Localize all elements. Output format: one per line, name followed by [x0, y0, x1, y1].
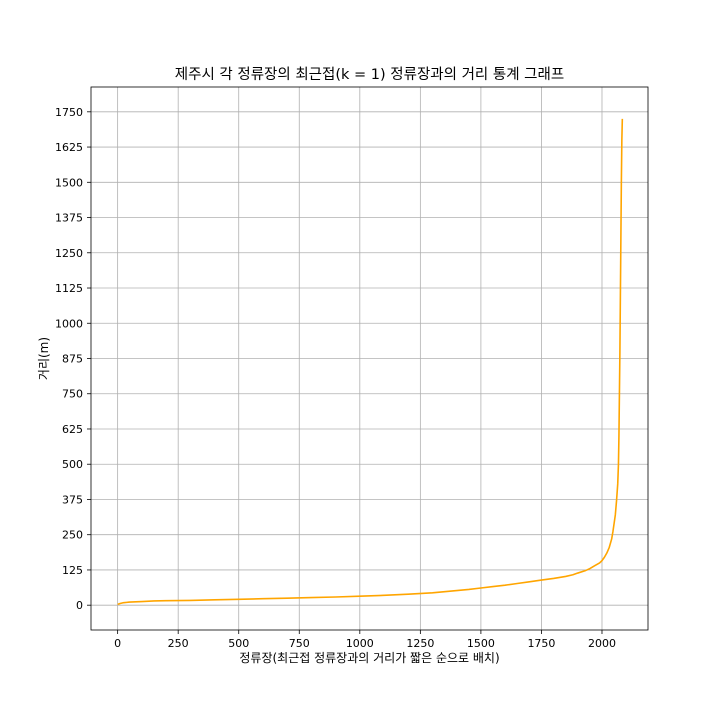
y-tick-label: 0: [76, 599, 83, 612]
y-tick-label: 250: [62, 529, 83, 542]
x-tick-label: 1000: [346, 637, 374, 650]
y-tick-label: 1375: [55, 212, 83, 225]
y-tick-label: 1125: [55, 282, 83, 295]
y-tick-label: 750: [62, 388, 83, 401]
x-tick-label: 1500: [467, 637, 495, 650]
y-tick-label: 1000: [55, 317, 83, 330]
y-tick-label: 375: [62, 493, 83, 506]
y-tick-label: 500: [62, 458, 83, 471]
y-tick-label: 1500: [55, 176, 83, 189]
y-tick-label: 1250: [55, 247, 83, 260]
x-tick-label: 250: [168, 637, 189, 650]
x-tick-label: 1250: [406, 637, 434, 650]
series-line: [117, 118, 624, 606]
y-tick-label: 875: [62, 353, 83, 366]
x-tick-label: 750: [289, 637, 310, 650]
x-tick-label: 500: [228, 637, 249, 650]
x-tick-label: 2000: [588, 637, 616, 650]
y-tick-label: 1625: [55, 141, 83, 154]
x-tick-label: 0: [114, 637, 121, 650]
x-axis-label: 정류장(최근접 정류장과의 거리가 짧은 순으로 배치): [239, 651, 499, 665]
y-tick-label: 1750: [55, 106, 83, 119]
chart-title: 제주시 각 정류장의 최근접(k = 1) 정류장과의 거리 통계 그래프: [175, 66, 564, 83]
y-axis-label: 거리(m): [37, 337, 51, 380]
y-tick-label: 625: [62, 423, 83, 436]
y-tick-label: 125: [62, 564, 83, 577]
x-tick-label: 1750: [527, 637, 555, 650]
